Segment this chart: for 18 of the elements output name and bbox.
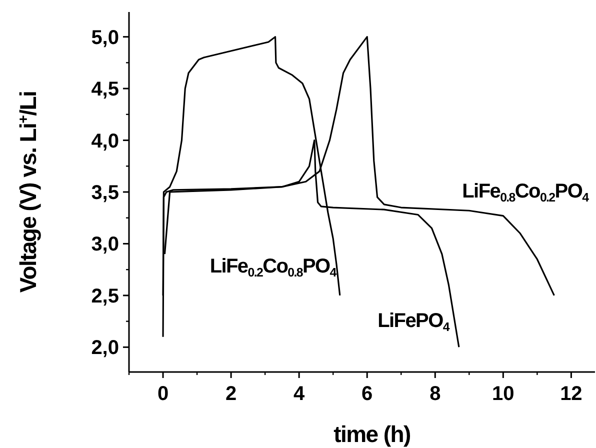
x-tick-label: 6 bbox=[362, 383, 373, 405]
y-tick-label: 2,0 bbox=[91, 337, 119, 360]
y-tick-label: 3,0 bbox=[91, 234, 119, 256]
x-tick-label: 10 bbox=[492, 383, 514, 405]
y-tick-label: 3,5 bbox=[91, 182, 119, 204]
x-axis-title: time (h) bbox=[334, 421, 410, 447]
x-tick-label: 2 bbox=[225, 383, 237, 405]
series-label: LiFePO$_{4}$ bbox=[378, 310, 450, 334]
y-tick-label: 4,5 bbox=[91, 78, 119, 101]
y-tick-label: 2,5 bbox=[91, 285, 119, 308]
series-label: LiFe$_{0.2}$Co$_{0.8}$PO$_{4}$ bbox=[210, 255, 337, 280]
series-label: LiFe$_{0.8}$Co$_{0.2}$PO$_{4}$ bbox=[462, 180, 590, 204]
x-tick-label: 0 bbox=[157, 383, 169, 405]
x-tick-label: 4 bbox=[294, 383, 306, 405]
x-tick-label: 12 bbox=[560, 383, 582, 405]
y-tick-label: 4,0 bbox=[91, 130, 119, 152]
x-tick-label: 8 bbox=[430, 383, 441, 405]
y-tick-label: 5,0 bbox=[91, 26, 119, 49]
